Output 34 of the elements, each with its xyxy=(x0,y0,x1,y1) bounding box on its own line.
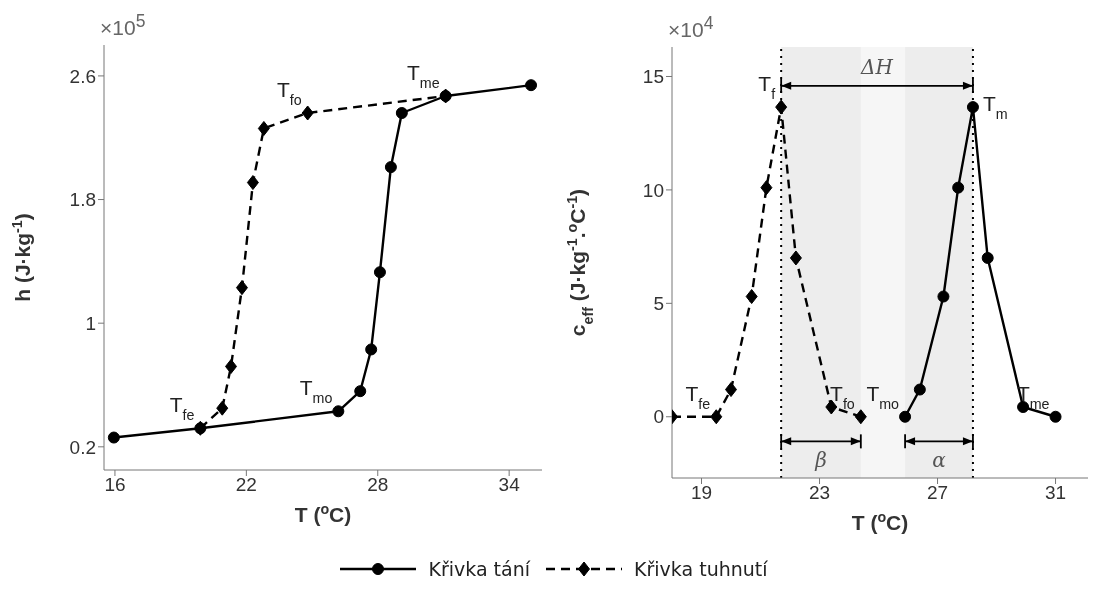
y-tick-label: 10 xyxy=(642,179,664,201)
legend-label: Křivka tání xyxy=(428,558,531,580)
x-axis-title: T ($^{o}$C) xyxy=(294,501,352,526)
annotation: T$_{mo}$ xyxy=(299,376,333,407)
band-label: α xyxy=(932,448,947,473)
x-tick-label: 34 xyxy=(498,474,521,496)
text: ×10$^{5}$ xyxy=(100,11,146,40)
y-tick-label: 2.6 xyxy=(69,65,96,87)
y-tick-label: 0 xyxy=(653,406,664,428)
y-tick-label: 5 xyxy=(653,293,664,315)
band-label: ΔH xyxy=(860,54,894,79)
annotation: T$_{fo}$ xyxy=(830,381,855,412)
x-tick-label: 22 xyxy=(235,474,257,496)
annotation: T$_{fo}$ xyxy=(276,78,302,108)
x-tick-label: 23 xyxy=(808,482,831,504)
x-tick-label: 28 xyxy=(367,474,389,496)
annotation: T$_{mo}$ xyxy=(866,381,900,412)
x-tick-label: 27 xyxy=(926,482,949,504)
y-tick-label: 1 xyxy=(85,312,96,334)
x-tick-label: 31 xyxy=(1044,482,1067,504)
y-tick-label: 1.8 xyxy=(69,189,96,211)
y-tick-label: 15 xyxy=(642,66,664,88)
x-tick-label: 16 xyxy=(104,474,126,496)
annotation: T$_{fe}$ xyxy=(685,381,711,412)
x-axis-title: T ($^{o}$C) xyxy=(851,509,909,534)
x-tick-label: 19 xyxy=(690,482,713,504)
y-tick-label: 0.2 xyxy=(69,436,96,458)
annotation: T$_{m}$ xyxy=(982,92,1008,123)
band-label: β xyxy=(814,448,827,473)
annotation: T$_{fe}$ xyxy=(169,393,195,424)
annotation: T$_{me}$ xyxy=(406,61,440,91)
annotation: T$_{f}$ xyxy=(758,72,776,103)
text: ×10$^{4}$ xyxy=(668,13,714,42)
legend-label: Křivka tuhnutí xyxy=(634,558,768,580)
